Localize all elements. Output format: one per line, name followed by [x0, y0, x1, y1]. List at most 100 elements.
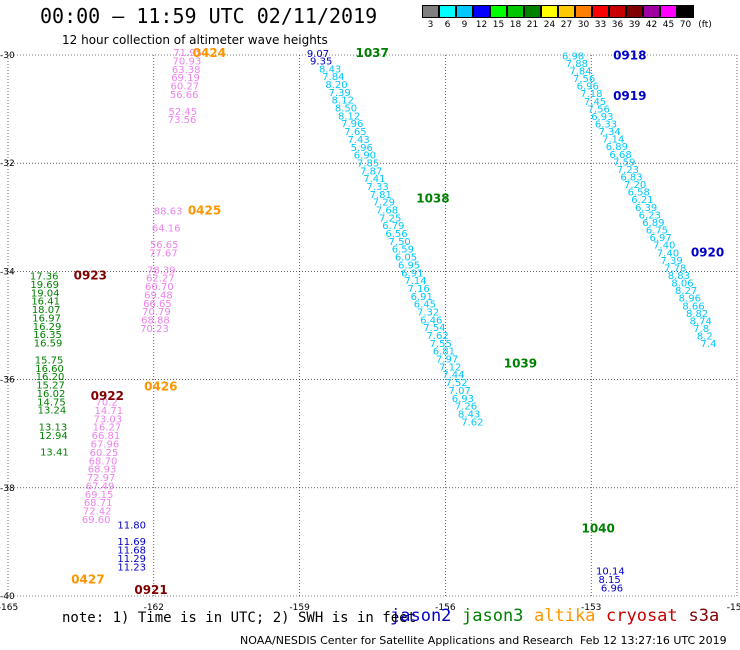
- wave-height-label: 16.35: [33, 330, 62, 341]
- legend-item: s3a: [688, 606, 720, 626]
- wave-height-label: 7.56: [588, 104, 610, 115]
- wave-height-label: 6.95: [398, 260, 420, 271]
- wave-height-label: 71.95: [173, 48, 202, 59]
- wave-height-label: 17.36: [30, 272, 59, 283]
- wave-height-label: 7.39: [329, 88, 351, 99]
- wave-height-label: 6.97: [650, 233, 672, 244]
- wave-height-label: 70.79: [142, 307, 171, 318]
- wave-height-label: 6.33: [595, 119, 617, 130]
- wave-height-label: 7.34: [598, 127, 620, 138]
- wave-height-label: 8.12: [332, 96, 354, 107]
- wave-height-label: 60.25: [90, 448, 119, 459]
- legend-item: jason3: [462, 606, 524, 626]
- wave-height-label: 7.12: [439, 362, 461, 373]
- wave-height-label: 6.93: [452, 394, 474, 405]
- scale-swatch: [541, 5, 558, 18]
- pass-label: 0922: [91, 389, 124, 403]
- wave-height-label: 64.16: [152, 223, 181, 234]
- wave-height-label: 7.41: [363, 174, 385, 185]
- wave-height-label: 7.59: [613, 157, 635, 168]
- color-scale: [422, 5, 694, 18]
- wave-height-label: 63.38: [172, 65, 201, 76]
- wave-height-label: 7.88: [566, 59, 588, 70]
- wave-height-label: 77.67: [149, 249, 178, 260]
- wave-height-label: 6.91: [411, 292, 433, 303]
- wave-height-label: 7.8: [693, 324, 709, 335]
- wave-height-label: 62.27: [146, 274, 175, 285]
- wave-height-label: 8.50: [335, 104, 357, 115]
- wave-height-label: 60.70: [145, 282, 174, 293]
- scale-label: 39: [628, 20, 641, 30]
- wave-height-label: 16.02: [37, 389, 66, 400]
- wave-height-label: 70.2: [95, 398, 117, 409]
- wave-height-label: 16.20: [36, 372, 65, 383]
- scale-label: 21: [526, 20, 539, 30]
- wave-height-label: 6.90: [354, 151, 376, 162]
- scale-swatch: [524, 5, 541, 18]
- wave-height-label: 69.19: [171, 73, 200, 84]
- wave-height-label: 69.48: [144, 290, 173, 301]
- scale-swatch: [456, 5, 473, 18]
- scale-label: 18: [509, 20, 522, 30]
- wave-height-label: 7.56: [573, 74, 595, 85]
- legend-item: altika: [534, 606, 596, 626]
- wave-height-label: 7.16: [407, 284, 429, 295]
- wave-height-label: 7.29: [373, 198, 395, 209]
- pass-label: 1038: [416, 192, 449, 206]
- map-title: 00:00 – 11:59 UTC 02/11/2019: [40, 4, 378, 28]
- scale-swatch: [677, 5, 694, 18]
- scale-label: 9: [461, 20, 468, 30]
- wave-height-label: 6.46: [420, 315, 442, 326]
- wave-height-label: 7.81: [370, 190, 392, 201]
- scale-label: 30: [577, 20, 590, 30]
- pass-label: 0425: [188, 204, 221, 218]
- wave-height-label: 56.66: [170, 90, 199, 101]
- wave-height-label: 12.94: [39, 431, 68, 442]
- wave-height-label: 67.49: [86, 481, 115, 492]
- wave-height-label: 11.68: [117, 546, 146, 557]
- wave-height-label: 6.21: [631, 195, 653, 206]
- pass-label: 1039: [504, 357, 537, 371]
- wave-height-label: 7.40: [653, 241, 675, 252]
- wave-height-label: 7.44: [442, 370, 464, 381]
- scale-swatch: [609, 5, 626, 18]
- pass-label: 1040: [581, 522, 614, 536]
- scale-label: 70: [679, 20, 692, 30]
- wave-height-label: 66.81: [92, 431, 121, 442]
- wave-height-label: 16.41: [31, 297, 60, 308]
- y-tick-label: -34: [0, 267, 15, 277]
- pass-labels: 0424 0425 0426 0427 0923 0922 0921 1037 1038 1039…: [71, 46, 724, 597]
- wave-height-label: 7.26: [455, 402, 477, 413]
- wave-height-label: 72.42: [83, 507, 112, 518]
- pass-label: 0427: [71, 573, 104, 587]
- wave-height-label: 9.35: [310, 57, 332, 68]
- scale-swatch: [558, 5, 575, 18]
- legend-item: jason2: [390, 606, 452, 626]
- wave-height-label: 6.58: [628, 188, 650, 199]
- wave-height-label: 6.05: [395, 253, 417, 264]
- wave-height-label: 7.18: [580, 89, 602, 100]
- wave-height-label: 5.96: [351, 143, 373, 154]
- wave-height-label: 7.84: [322, 72, 344, 83]
- wave-height-label: 6.98: [562, 51, 584, 62]
- x-tick-label: -162: [144, 603, 164, 613]
- scale-swatch: [643, 5, 660, 18]
- wave-height-label: 7.32: [417, 307, 439, 318]
- scale-label: 15: [492, 20, 505, 30]
- scale-swatch: [473, 5, 490, 18]
- wave-height-label: 16.27: [93, 423, 122, 434]
- wave-height-label: 6.96: [577, 82, 599, 93]
- wave-height-label: 10.14: [596, 567, 625, 578]
- y-tick-label: -32: [0, 159, 15, 169]
- wave-height-label: 6.89: [642, 218, 664, 229]
- wave-height-label: 6.79: [382, 221, 404, 232]
- wave-height-label: 7.14: [602, 135, 624, 146]
- wave-height-label: 7.62: [426, 331, 448, 342]
- scale-swatch: [422, 5, 439, 18]
- scale-label: 6: [444, 20, 451, 30]
- wave-height-label: 60.27: [171, 82, 200, 93]
- scale-swatch: [575, 5, 592, 18]
- wave-height-label: 66.65: [143, 299, 172, 310]
- wave-height-label: 6.91: [401, 268, 423, 279]
